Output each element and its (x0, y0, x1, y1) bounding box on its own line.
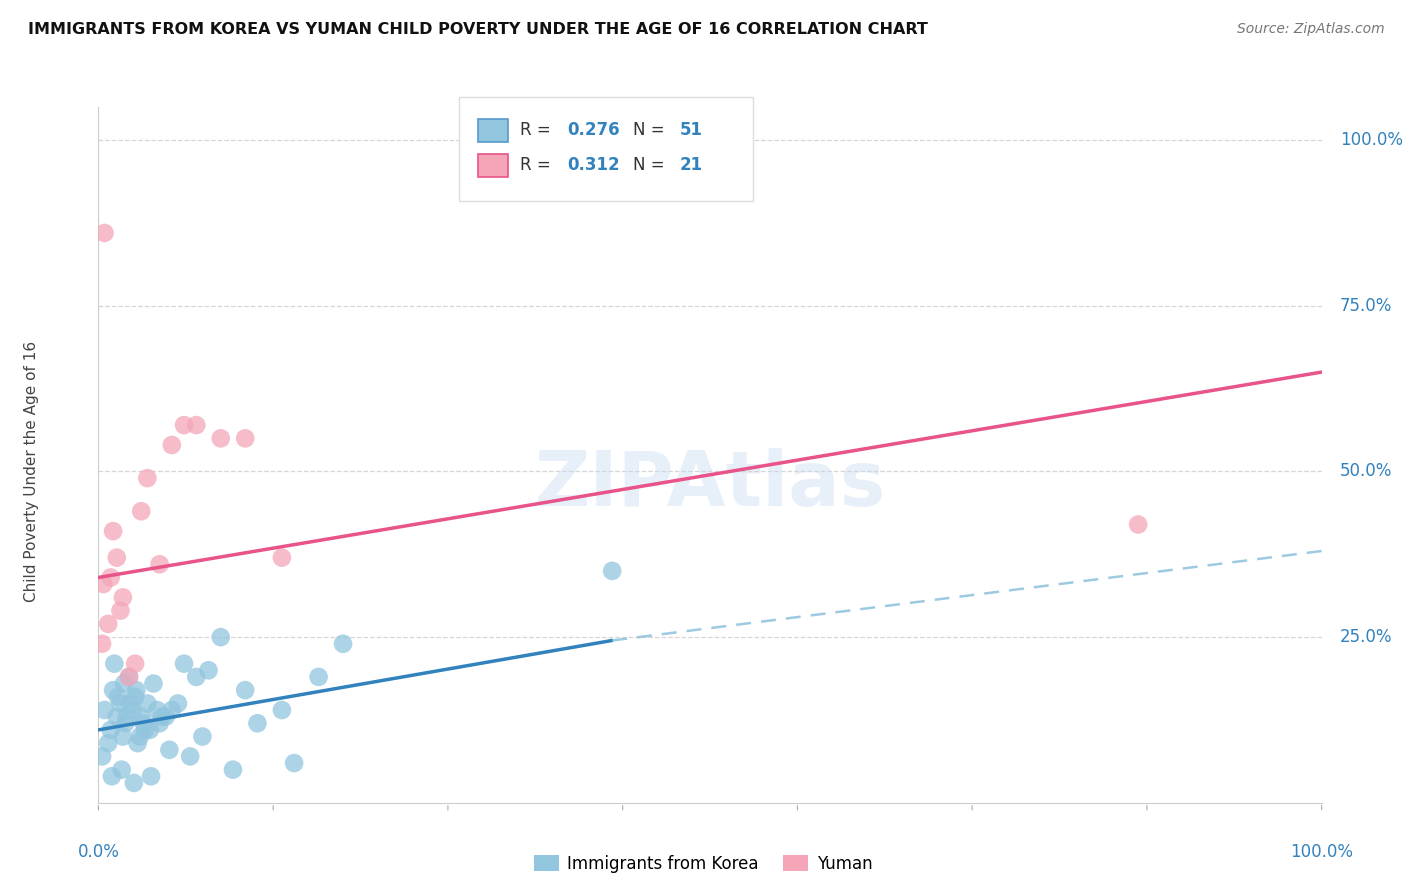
Text: 100.0%: 100.0% (1340, 131, 1403, 149)
Point (112, 676, 135, 690)
Point (191, 730, 214, 744)
Point (124, 690, 146, 704)
Point (125, 683, 148, 698)
Point (186, 670, 208, 684)
Point (600, 564, 623, 578)
Point (93, 703, 115, 717)
Point (150, 709, 173, 723)
Point (101, 769, 124, 783)
Point (93, 226, 115, 240)
Point (283, 756, 305, 770)
Point (101, 524, 124, 538)
Point (118, 670, 141, 684)
Point (120, 697, 142, 711)
Point (149, 558, 172, 572)
Point (139, 723, 162, 737)
FancyBboxPatch shape (478, 154, 508, 177)
Legend: Immigrants from Korea, Yuman: Immigrants from Korea, Yuman (527, 848, 879, 880)
Point (136, 697, 159, 711)
Text: 75.0%: 75.0% (1340, 297, 1392, 315)
Point (209, 630, 232, 644)
Point (101, 683, 124, 698)
Point (222, 763, 245, 777)
Point (129, 709, 152, 723)
Point (107, 690, 129, 704)
Point (118, 670, 141, 684)
Point (91, 749, 114, 764)
Text: 25.0%: 25.0% (1340, 628, 1392, 646)
Text: N =: N = (633, 156, 669, 174)
Point (1128, 517, 1150, 532)
Point (136, 471, 159, 485)
Point (146, 703, 169, 717)
Text: N =: N = (633, 121, 669, 139)
Point (233, 431, 256, 445)
Point (139, 769, 162, 783)
Text: IMMIGRANTS FROM KOREA VS YUMAN CHILD POVERTY UNDER THE AGE OF 16 CORRELATION CHA: IMMIGRANTS FROM KOREA VS YUMAN CHILD POV… (28, 22, 928, 37)
Point (132, 716, 155, 731)
Point (173, 418, 195, 433)
Point (157, 743, 180, 757)
Text: 0.276: 0.276 (567, 121, 620, 139)
Point (149, 716, 172, 731)
Point (129, 730, 152, 744)
Point (111, 763, 134, 777)
Point (308, 670, 330, 684)
Point (97, 616, 120, 631)
Text: 100.0%: 100.0% (1291, 843, 1353, 861)
Point (160, 703, 183, 717)
Text: ZIPAtlas: ZIPAtlas (534, 448, 886, 522)
Point (124, 657, 146, 671)
FancyBboxPatch shape (460, 96, 752, 201)
Point (173, 657, 195, 671)
Point (100, 723, 122, 737)
Point (105, 550, 128, 565)
Point (103, 657, 125, 671)
Point (91, 577, 114, 591)
FancyBboxPatch shape (478, 120, 508, 142)
Text: 50.0%: 50.0% (1340, 462, 1392, 481)
Point (160, 438, 183, 452)
Text: 0.312: 0.312 (567, 156, 620, 174)
Point (122, 776, 145, 790)
Text: Source: ZipAtlas.com: Source: ZipAtlas.com (1237, 22, 1385, 37)
Text: 0.0%: 0.0% (77, 843, 120, 861)
Point (110, 604, 132, 618)
Point (246, 716, 269, 731)
Point (111, 591, 134, 605)
Text: 51: 51 (679, 121, 703, 139)
Point (114, 716, 136, 731)
Point (115, 709, 138, 723)
Point (142, 676, 165, 690)
Point (111, 730, 134, 744)
Point (134, 723, 156, 737)
Text: R =: R = (520, 156, 557, 174)
Point (186, 418, 208, 433)
Point (121, 703, 143, 717)
Point (91, 637, 114, 651)
Point (270, 703, 294, 717)
Point (167, 697, 190, 711)
Point (197, 663, 219, 677)
Point (110, 697, 132, 711)
Point (179, 749, 201, 764)
Text: R =: R = (520, 121, 557, 139)
Point (332, 637, 354, 651)
Point (129, 504, 152, 518)
Point (233, 683, 256, 698)
Point (97, 736, 120, 750)
Point (270, 550, 294, 565)
Text: Child Poverty Under the Age of 16: Child Poverty Under the Age of 16 (24, 341, 38, 602)
Point (127, 736, 149, 750)
Text: 21: 21 (679, 156, 703, 174)
Point (105, 709, 128, 723)
Point (209, 431, 232, 445)
Point (155, 709, 177, 723)
Point (100, 570, 122, 584)
